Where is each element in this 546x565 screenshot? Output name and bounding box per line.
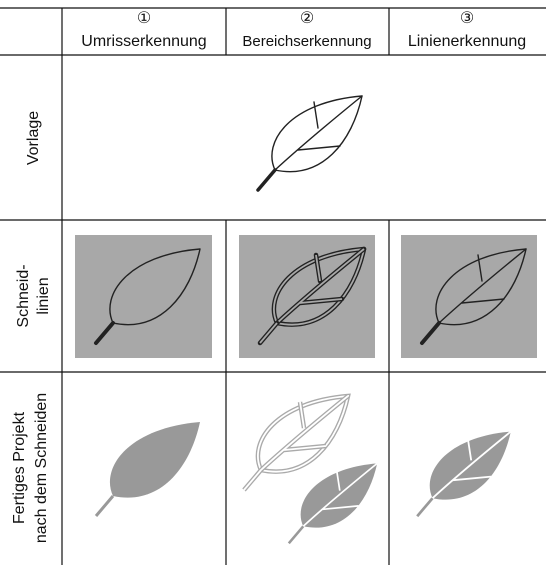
template-leaf <box>256 95 363 192</box>
column-number: ② <box>300 10 314 27</box>
result-leaf <box>287 462 379 545</box>
column-label: Bereichserkennung <box>242 33 371 50</box>
column-label: Umrisserkennung <box>81 33 206 50</box>
row-label: nach dem Schneiden <box>33 393 50 543</box>
cut-bg <box>75 235 212 358</box>
row-label: Schneid- <box>15 264 32 327</box>
column-number: ③ <box>460 10 474 27</box>
row-label: Vorlage <box>25 111 42 165</box>
column-label: Linienerkennung <box>408 33 526 50</box>
result-leaf <box>94 422 200 518</box>
row-label: linien <box>35 277 52 314</box>
column-number: ① <box>137 10 151 27</box>
result-leaf <box>415 430 512 518</box>
row-label: Fertiges Projekt <box>11 411 28 524</box>
